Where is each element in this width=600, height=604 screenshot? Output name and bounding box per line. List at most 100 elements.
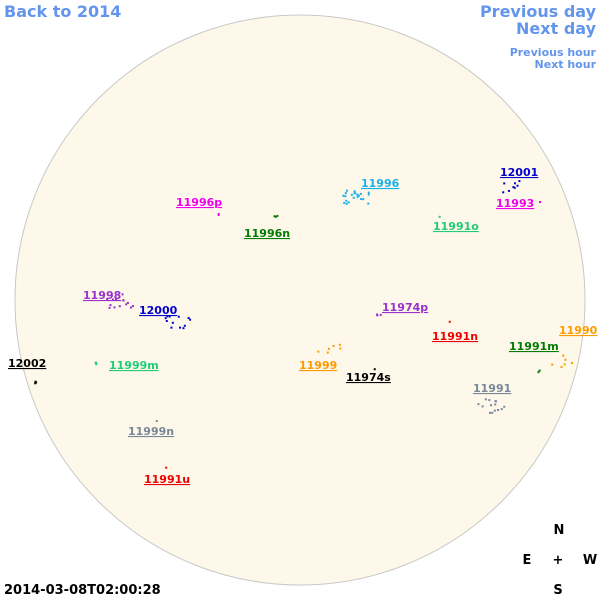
region-label: 12002 (8, 357, 46, 370)
region-label: 11993 (496, 197, 534, 210)
previous-day-link[interactable]: Previous day (480, 2, 597, 21)
sunspot (170, 326, 173, 329)
sunspot (493, 409, 496, 412)
sunspot (345, 202, 348, 205)
sunspot (503, 182, 506, 185)
sunspot (362, 198, 365, 201)
sunspot (118, 305, 121, 308)
sunspot (182, 327, 185, 330)
sunspot (108, 306, 111, 309)
sunspot (502, 191, 505, 194)
sunspot (356, 193, 359, 196)
sunspot (155, 420, 158, 423)
sunspot (171, 321, 174, 324)
sunspot (274, 215, 277, 218)
sunspot (352, 196, 355, 199)
sunspot (122, 299, 125, 302)
sunspot (438, 215, 441, 218)
sunspot (560, 366, 563, 369)
sunspot (168, 315, 171, 318)
sunspot (503, 405, 506, 408)
sunspot (360, 198, 363, 201)
sunspot (109, 304, 112, 307)
region-label: 12000 (139, 304, 178, 317)
sunspot (516, 184, 519, 187)
sunspot (489, 411, 492, 414)
compass-north: N (554, 523, 565, 538)
sunspot (344, 195, 347, 198)
solar-disk (14, 14, 586, 586)
sunspot (490, 404, 493, 407)
sunspot (273, 215, 276, 218)
sunspot (359, 192, 362, 195)
sunspot (183, 324, 186, 327)
sunspot (177, 315, 180, 318)
sunspot (345, 189, 348, 192)
sunspot (166, 315, 169, 318)
sunspot (125, 303, 128, 306)
sunspot (353, 190, 356, 193)
sunspot (347, 201, 350, 204)
sunspot (350, 193, 353, 196)
sunspot (491, 411, 494, 414)
compass-south: S (553, 583, 562, 598)
sunspot (131, 305, 134, 308)
region-label: 11996 (361, 177, 400, 190)
sunspot (165, 319, 168, 322)
back-link[interactable]: Back to 2014 (4, 2, 121, 21)
region-label: 11991o (433, 220, 479, 233)
sunspot (342, 194, 345, 197)
sunspot (494, 400, 497, 403)
sunspot (367, 202, 370, 205)
sunspot (179, 326, 182, 329)
sunspot (165, 466, 168, 469)
sunspot (564, 358, 567, 361)
sunspot (187, 317, 190, 320)
sunspot (189, 318, 192, 321)
sunspot (563, 363, 566, 366)
sunspot (375, 313, 378, 316)
sunspot (115, 298, 118, 301)
sunspot (356, 195, 359, 198)
sunspot (332, 344, 335, 347)
sunspot (130, 306, 133, 309)
region-label: 11991m (509, 340, 559, 353)
region-label: 11996n (244, 227, 290, 240)
region-label: 11999m (109, 359, 159, 372)
sunspot (327, 347, 330, 350)
next-day-link[interactable]: Next day (516, 19, 597, 38)
sunspot (367, 193, 370, 196)
sunspot (484, 398, 487, 401)
compass-center: + (553, 553, 564, 568)
sunspot (512, 186, 515, 189)
sunspot (345, 199, 348, 202)
previous-hour-link[interactable]: Previous hour (510, 46, 597, 59)
sunspot (95, 363, 98, 366)
next-hour-link[interactable]: Next hour (535, 58, 597, 71)
sunspot (494, 403, 497, 406)
sunspots (34, 180, 574, 469)
region-label: 11991n (432, 330, 478, 343)
sunspot (34, 382, 37, 385)
sunspot (539, 200, 542, 203)
sunspot (357, 194, 360, 197)
timestamp: 2014-03-08T02:00:28 (4, 583, 161, 598)
sunspot (276, 214, 279, 217)
sunspot (367, 191, 370, 194)
sunspot (344, 192, 347, 195)
sunspot (338, 343, 341, 346)
sunspot (513, 182, 516, 185)
sunspot (537, 371, 540, 374)
sunspot (217, 214, 220, 217)
sunspot (112, 298, 115, 301)
sunspot (106, 298, 109, 301)
sunspot (518, 180, 521, 183)
sunspot (373, 368, 376, 371)
sunspot (217, 212, 220, 215)
region-label: 12001 (500, 166, 538, 179)
sunspot (497, 408, 500, 411)
sunspot (551, 363, 554, 366)
region-label: 11998 (83, 289, 121, 302)
compass-east: E (523, 553, 532, 568)
